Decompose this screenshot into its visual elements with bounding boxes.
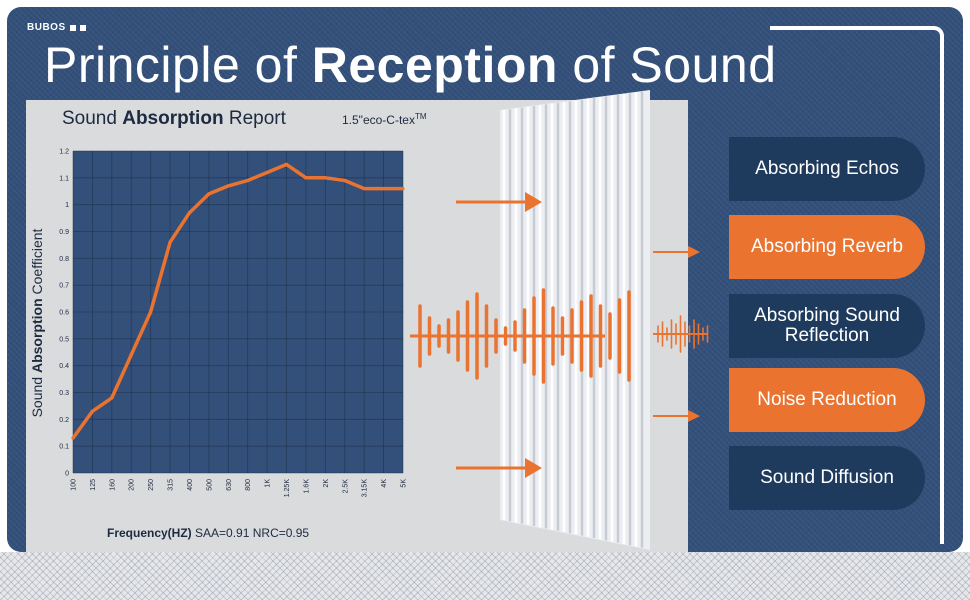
x-tick-label: 125	[90, 479, 97, 491]
label-absorbing-echos: Absorbing Echos	[729, 137, 925, 201]
page-title: Principle of Reception of Sound	[44, 36, 777, 94]
brand-mark	[79, 24, 86, 31]
ylabel-part2: Coefficient	[29, 228, 45, 299]
product-name: 1.5"eco-C-texTM	[342, 112, 427, 127]
caption-rest: SAA=0.91 NRC=0.95	[191, 526, 310, 540]
label-absorbing-sound-reflection: Absorbing Sound Reflection	[729, 294, 925, 358]
title-bold: Reception	[311, 37, 558, 93]
data-point	[168, 240, 172, 244]
y-tick-label: 1.2	[59, 149, 69, 156]
data-point	[284, 162, 289, 167]
report-title-bold: Absorption	[122, 108, 224, 129]
ylabel-part1: Sound	[29, 373, 45, 418]
title-part1: Principle of	[44, 37, 312, 93]
data-point	[207, 192, 211, 196]
x-tick-label: 200	[129, 479, 136, 491]
y-axis-label: Sound Absorption Coefficient	[29, 229, 45, 418]
label-text: Noise Reduction	[757, 389, 897, 410]
x-tick-label: 160	[109, 479, 116, 491]
panel-slats	[502, 91, 644, 548]
y-tick-label: 0	[65, 471, 69, 478]
absorption-chart: 0 0.1 0.2 0.3 0.4 0.5 0.6 0.7 0.8 0.9 1 1.1 1.2 100 12…	[59, 149, 408, 498]
y-tick-label: 1.1	[59, 175, 69, 182]
data-point	[323, 176, 327, 180]
data-point	[362, 186, 366, 191]
data-point	[304, 176, 308, 180]
y-tick-label: 1	[65, 202, 69, 209]
report-title-part1: Sound	[62, 108, 123, 129]
y-tick-label: 0.2	[59, 417, 69, 424]
arrow-right-icon	[653, 410, 700, 422]
label-text: Absorbing Reverb	[750, 236, 904, 257]
series-line	[71, 162, 403, 440]
data-point	[90, 409, 95, 413]
data-point	[246, 178, 250, 183]
label-text: Absorbing Echos	[755, 158, 899, 179]
data-point	[110, 396, 114, 400]
x-tick-label: 1.25K	[284, 479, 291, 498]
x-tick-label: 2.5K	[342, 479, 349, 494]
brand-name: BUBOS	[27, 22, 66, 33]
ylabel-bold: Absorption	[29, 298, 45, 374]
brand-mark	[69, 24, 76, 31]
bottom-pattern	[0, 552, 970, 600]
x-tick-label: 2K	[323, 479, 330, 488]
x-tick-label: 1K	[265, 479, 272, 488]
x-tick-label: 100	[71, 479, 78, 491]
x-tick-label: 315	[168, 479, 175, 491]
label-absorbing-reverb: Absorbing Reverb	[729, 215, 925, 279]
y-tick-label: 0.7	[59, 283, 69, 290]
data-point	[226, 184, 230, 188]
data-point	[343, 178, 347, 183]
acoustic-panel	[500, 90, 650, 550]
label-sound-diffusion: Sound Diffusion	[729, 446, 925, 510]
arrow-right-icon	[653, 246, 700, 258]
y-tick-label: 0.3	[59, 390, 69, 397]
data-point	[71, 436, 75, 440]
x-tick-label: 4K	[381, 479, 388, 488]
x-tick-label: 250	[148, 479, 155, 491]
label-noise-reduction: Noise Reduction	[729, 368, 925, 432]
frequency-caption: Frequency(HZ) SAA=0.91 NRC=0.95	[107, 526, 309, 540]
label-text: Absorbing Sound Reflection	[754, 305, 900, 346]
arrow-right-icon	[456, 192, 542, 212]
arrow-right-icon	[456, 458, 542, 478]
y-tick-label: 0.8	[59, 256, 69, 263]
x-tick-label: 5K	[401, 479, 408, 488]
x-tick-label: 630	[226, 479, 233, 491]
data-point	[265, 170, 269, 175]
product-label: 1.5"eco-C-tex	[342, 113, 415, 127]
x-tick-label: 1.6K	[303, 479, 310, 494]
x-tick-label: 800	[245, 479, 252, 491]
data-point	[381, 186, 386, 191]
trademark: TM	[414, 112, 427, 121]
caption-bold: Frequency(HZ)	[107, 526, 192, 540]
x-tick-label: 400	[187, 479, 194, 491]
data-point	[401, 186, 405, 191]
label-text: Sound Diffusion	[760, 467, 894, 488]
y-tick-label: 0.6	[59, 310, 69, 317]
x-tick-label: 500	[206, 479, 213, 491]
y-tick-label: 0.4	[59, 363, 69, 370]
y-tick-label: 0.5	[59, 336, 69, 343]
frame-line	[770, 26, 944, 544]
data-point	[149, 310, 153, 314]
acoustic-panel-illustration	[410, 90, 709, 550]
x-tick-label: 3.15K	[362, 479, 369, 498]
title-part2: of Sound	[557, 37, 777, 93]
y-tick-label: 0.9	[59, 229, 69, 236]
data-point	[129, 353, 133, 357]
report-title-part2: Report	[223, 108, 286, 129]
brand-logo: BUBOS	[27, 22, 86, 33]
data-point	[187, 211, 192, 215]
y-tick-label: 0.1	[59, 444, 69, 451]
report-title: Sound Absorption Report	[62, 108, 286, 130]
